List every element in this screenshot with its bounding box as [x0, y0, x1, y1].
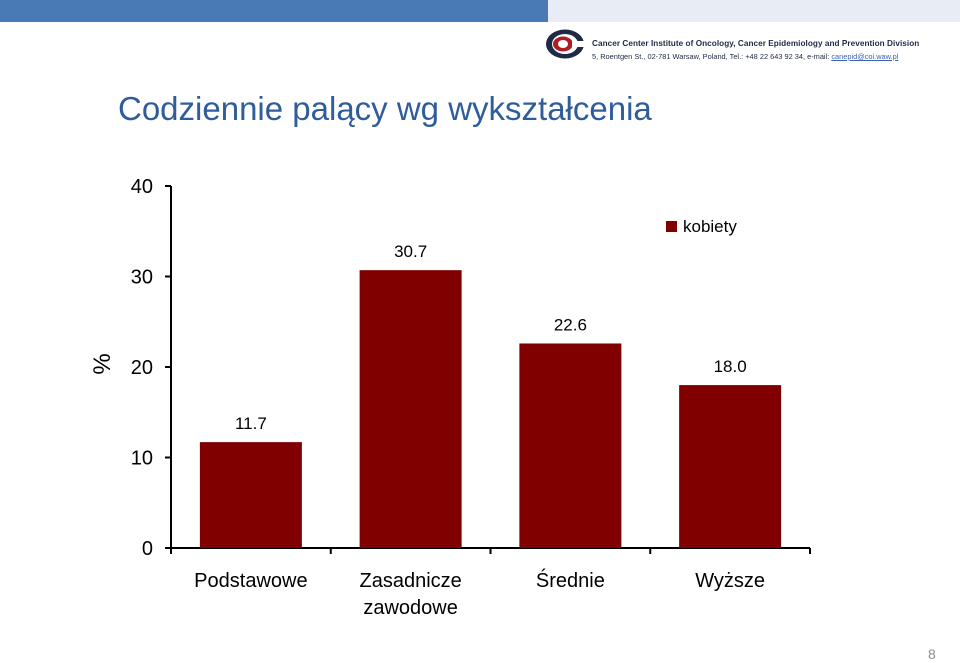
y-tick-label: 10: [131, 448, 153, 470]
bar: [679, 385, 782, 548]
y-tick-label: 40: [131, 176, 153, 198]
institute-name: Cancer Center Institute of Oncology, Can…: [592, 39, 920, 48]
bar: [519, 343, 622, 548]
legend-swatch: [666, 221, 677, 232]
institute-logo-icon: [546, 29, 586, 59]
institute-logo: Cancer Center Institute of Oncology, Can…: [545, 26, 955, 66]
bar-value-label: 11.7: [235, 414, 267, 433]
x-category-label: Średnie: [536, 568, 605, 592]
bar: [199, 442, 302, 548]
legend-label: kobiety: [683, 217, 737, 236]
slide-title: Codziennie palący wg wykształcenia: [118, 90, 652, 127]
y-axis-label: %: [89, 353, 116, 374]
bar-value-label: 18.0: [714, 357, 747, 376]
bar-value-label: 30.7: [394, 242, 427, 261]
bar: [359, 270, 462, 548]
institute-address: 5, Roentgen St., 02-781 Warsaw, Poland, …: [592, 52, 898, 61]
institute-email-link[interactable]: canepid@coi.waw.pl: [831, 52, 899, 61]
x-category-label: zawodowe: [363, 597, 458, 619]
banner-notch: [548, 0, 960, 22]
page-number: 8: [928, 646, 936, 662]
y-tick-label: 0: [142, 538, 153, 560]
top-banner: [0, 0, 960, 22]
institute-address-text: 5, Roentgen St., 02-781 Warsaw, Poland, …: [592, 52, 830, 61]
y-tick-label: 30: [131, 267, 153, 289]
y-tick-label: 20: [131, 357, 153, 379]
bar-value-label: 22.6: [554, 315, 587, 334]
x-category-label: Zasadnicze: [359, 570, 461, 592]
x-category-label: Wyższe: [695, 570, 765, 592]
x-category-label: Podstawowe: [194, 570, 307, 592]
